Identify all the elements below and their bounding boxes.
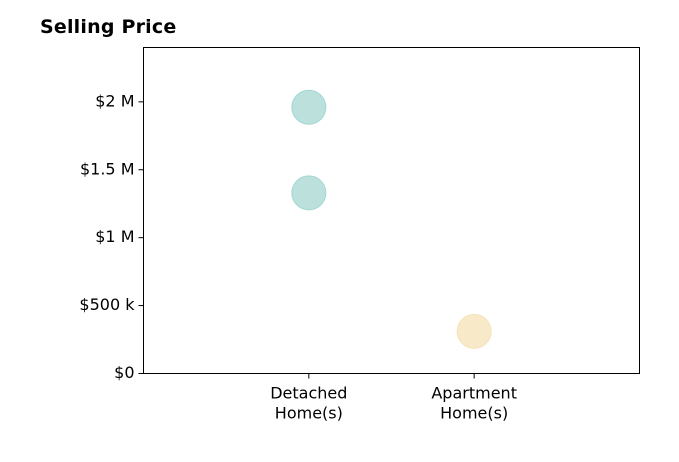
x-tick-label-line: Detached: [270, 384, 347, 403]
x-tick-label: Detached Home(s): [270, 384, 347, 423]
y-tick-label: $0: [114, 363, 134, 382]
y-axis: $0 $500 k $1 M $1.5 M $2 M: [79, 91, 144, 382]
x-axis: Detached Home(s)Apartment Home(s): [270, 373, 517, 423]
chart-title: Selling Price: [40, 16, 177, 38]
plot-frame: [143, 47, 640, 374]
y-tick-label: $500 k: [79, 295, 135, 314]
y-tick-label: $1.5 M: [80, 159, 135, 178]
data-point: [291, 89, 327, 125]
x-tick-label-line: Apartment: [431, 384, 517, 403]
x-tick-label-line: Home(s): [275, 404, 343, 423]
y-tick-label: $2 M: [95, 91, 134, 110]
data-point: [291, 175, 327, 211]
data-points: [291, 89, 492, 349]
x-tick-label: Apartment Home(s): [431, 384, 517, 423]
x-tick-label-line: Home(s): [440, 404, 508, 423]
data-point: [456, 313, 492, 349]
y-tick-label: $1 M: [95, 227, 134, 246]
